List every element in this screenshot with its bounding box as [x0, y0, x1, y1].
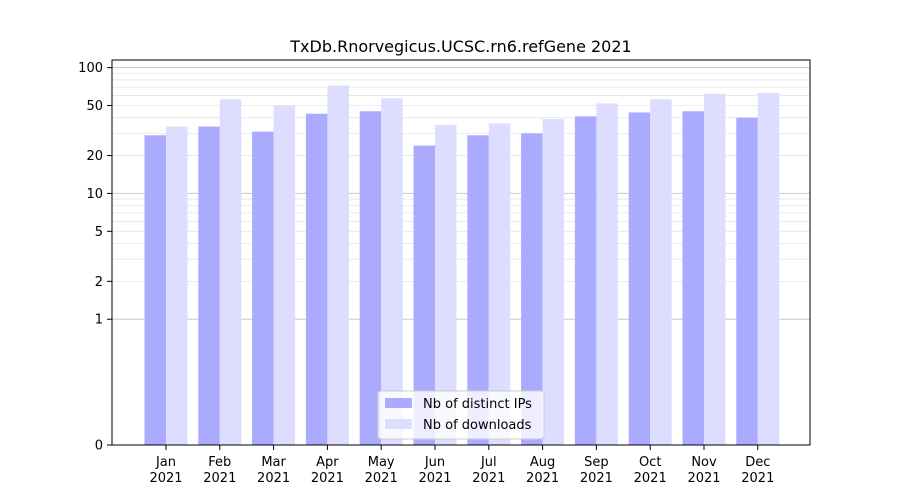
y-tick-label: 100 [78, 61, 103, 76]
x-tick-label: Jul 2021 [472, 455, 505, 486]
bar-downloads [650, 99, 672, 445]
x-tick-label: Apr 2021 [311, 455, 344, 486]
y-tick-label: 0 [95, 439, 103, 454]
x-tick-label: Jan 2021 [149, 455, 182, 486]
bar-distinct-ips [521, 133, 543, 445]
y-tick-label: 2 [95, 275, 103, 290]
bar-distinct-ips [682, 111, 704, 445]
legend-swatch [385, 419, 412, 429]
x-tick-label: Aug 2021 [526, 455, 559, 486]
chart-title: TxDb.Rnorvegicus.UCSC.rn6.refGene 2021 [289, 37, 631, 56]
bar-distinct-ips [467, 135, 489, 445]
legend-label: Nb of distinct IPs [423, 397, 532, 412]
bar-distinct-ips [628, 112, 651, 446]
bar-downloads [488, 123, 511, 446]
x-tick-label: Sep 2021 [580, 455, 613, 486]
x-tick-label: Oct 2021 [634, 455, 667, 486]
bar-downloads [327, 85, 349, 445]
y-tick-label: 50 [86, 99, 103, 114]
bar-distinct-ips [305, 113, 328, 445]
bar-distinct-ips [252, 131, 274, 445]
y-axis: 0 1 2 5 10 20 50 100 [78, 61, 112, 454]
bar-distinct-ips [736, 117, 758, 445]
bar-downloads [704, 93, 726, 445]
bars [144, 85, 780, 446]
x-tick-label: May 2021 [365, 455, 398, 486]
bar-downloads [273, 105, 296, 445]
bar-distinct-ips [359, 111, 382, 445]
y-tick-label: 10 [86, 187, 103, 202]
x-tick-label: Feb 2021 [203, 455, 236, 486]
bar-distinct-ips [413, 145, 435, 445]
bar-downloads [596, 103, 618, 446]
x-tick-label: Mar 2021 [257, 455, 290, 486]
x-tick-label: Dec 2021 [741, 455, 774, 486]
plot-frame [111, 59, 811, 446]
y-tick-label: 20 [86, 149, 103, 164]
bar-distinct-ips [574, 116, 597, 445]
x-tick-label: Jun 2021 [418, 455, 451, 486]
legend-swatch [385, 398, 412, 408]
bar-downloads [435, 124, 457, 445]
legend-label: Nb of downloads [423, 418, 532, 433]
legend: Nb of distinct IPs Nb of downloads [377, 390, 545, 440]
bar-downloads [542, 119, 565, 445]
y-tick-label: 5 [95, 225, 103, 240]
bar-downloads [166, 126, 188, 445]
y-tick-label: 1 [95, 313, 103, 328]
bar-downloads [381, 98, 403, 445]
bar-distinct-ips [144, 135, 166, 445]
x-tick-label: Nov 2021 [687, 455, 720, 486]
legend-box [377, 390, 545, 440]
x-axis: Jan 2021 Feb 2021 Mar 2021 Apr 2021 May 2021 Jun 20… [149, 445, 774, 486]
bar-downloads [219, 99, 242, 445]
bar-distinct-ips [198, 126, 220, 445]
bar-downloads [757, 92, 780, 445]
